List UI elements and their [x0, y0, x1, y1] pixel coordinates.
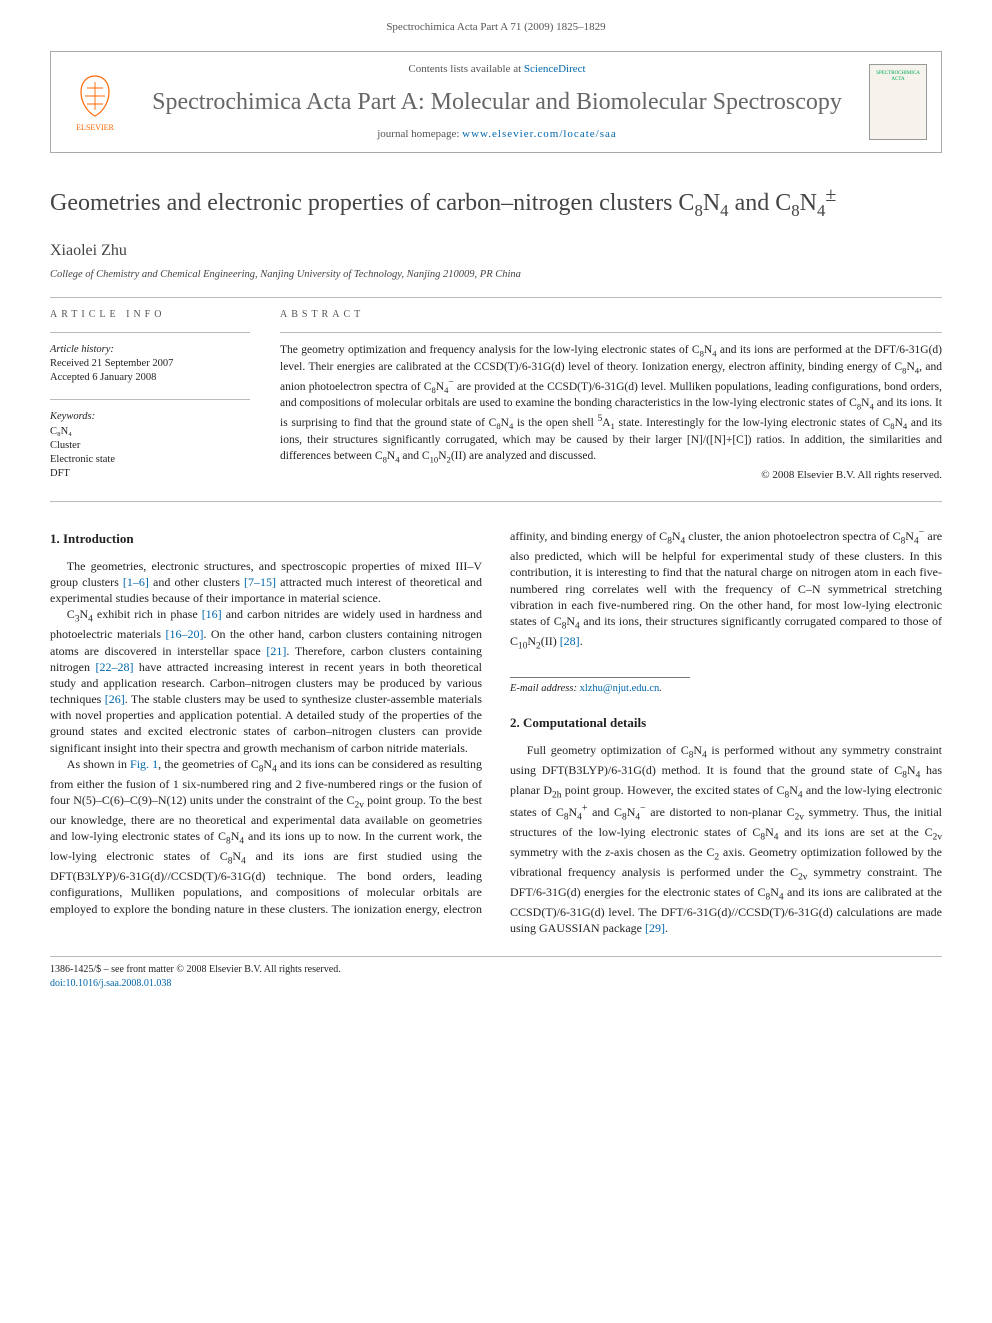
journal-cover-thumb: SPECTROCHIMICA ACTA — [869, 64, 927, 140]
divider — [50, 501, 942, 502]
abstract-copyright: © 2008 Elsevier B.V. All rights reserved… — [280, 468, 942, 483]
received-date: Received 21 September 2007 — [50, 358, 173, 369]
homepage-prefix: journal homepage: — [377, 128, 462, 140]
keyword: C₈N₄ — [50, 426, 72, 437]
divider — [280, 332, 942, 333]
journal-homepage: journal homepage: www.elsevier.com/locat… — [139, 127, 855, 142]
divider — [50, 399, 250, 400]
article-title: Geometries and electronic properties of … — [50, 183, 942, 222]
running-header: Spectrochimica Acta Part A 71 (2009) 182… — [50, 20, 942, 35]
abstract-label: ABSTRACT — [280, 308, 942, 322]
email-footnote: E-mail address: xlzhu@njut.edu.cn. — [510, 677, 690, 696]
article-history: Article history: Received 21 September 2… — [50, 343, 250, 386]
journal-header-box: ELSEVIER Contents lists available at Sci… — [50, 51, 942, 153]
body-paragraph: The geometries, electronic structures, a… — [50, 558, 482, 607]
email-label: E-mail address: — [510, 683, 580, 694]
keyword: DFT — [50, 468, 70, 479]
section-heading-computational: 2. Computational details — [510, 714, 942, 732]
keyword: Electronic state — [50, 454, 115, 465]
email-link[interactable]: xlzhu@njut.edu.cn — [580, 683, 660, 694]
abstract-text: The geometry optimization and frequency … — [280, 343, 942, 466]
accepted-date: Accepted 6 January 2008 — [50, 372, 156, 383]
page-footer: 1386-1425/$ – see front matter © 2008 El… — [50, 956, 942, 990]
elsevier-label: ELSEVIER — [76, 122, 114, 133]
keywords-label: Keywords: — [50, 411, 95, 422]
journal-center: Contents lists available at ScienceDirec… — [139, 62, 855, 142]
section-heading-introduction: 1. Introduction — [50, 530, 482, 548]
divider — [50, 297, 942, 298]
history-label: Article history: — [50, 344, 114, 355]
contents-line: Contents lists available at ScienceDirec… — [139, 62, 855, 77]
contents-prefix: Contents lists available at — [408, 63, 523, 75]
homepage-link[interactable]: www.elsevier.com/locate/saa — [462, 128, 617, 140]
body-paragraph: C3N4 exhibit rich in phase [16] and carb… — [50, 606, 482, 756]
info-abstract-row: ARTICLE INFO Article history: Received 2… — [50, 308, 942, 495]
author-name: Xiaolei Zhu — [50, 240, 942, 262]
article-body: 1. Introduction The geometries, electron… — [50, 526, 942, 936]
abstract-column: ABSTRACT The geometry optimization and f… — [280, 308, 942, 495]
sciencedirect-link[interactable]: ScienceDirect — [524, 63, 586, 75]
footer-front-matter: 1386-1425/$ – see front matter © 2008 El… — [50, 963, 942, 977]
author-affiliation: College of Chemistry and Chemical Engine… — [50, 268, 942, 283]
article-info-column: ARTICLE INFO Article history: Received 2… — [50, 308, 250, 495]
body-paragraph: Full geometry optimization of C8N4 is pe… — [510, 742, 942, 937]
keyword: Cluster — [50, 440, 80, 451]
journal-title: Spectrochimica Acta Part A: Molecular an… — [139, 88, 855, 117]
divider — [50, 332, 250, 333]
doi-link[interactable]: doi:10.1016/j.saa.2008.01.038 — [50, 978, 171, 989]
article-info-label: ARTICLE INFO — [50, 308, 250, 322]
elsevier-logo: ELSEVIER — [65, 69, 125, 135]
keywords-block: Keywords: C₈N₄ Cluster Electronic state … — [50, 410, 250, 481]
